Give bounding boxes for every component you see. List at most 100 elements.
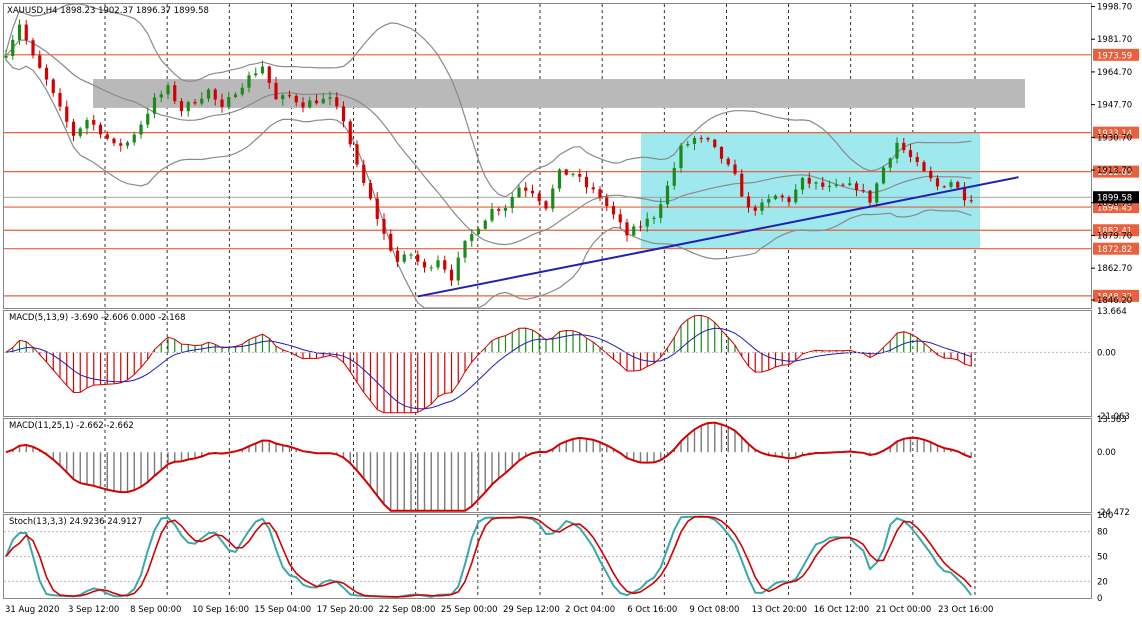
candle-body xyxy=(740,173,744,197)
candle-body xyxy=(78,128,82,136)
candle-body xyxy=(31,40,35,56)
macd1-line xyxy=(5,314,972,414)
candle-body xyxy=(956,182,960,188)
candle-body xyxy=(314,100,319,104)
level-price-tag xyxy=(1093,201,1139,214)
candle-body xyxy=(4,55,8,58)
candle-body xyxy=(645,218,649,227)
level-price-tag xyxy=(1093,224,1139,237)
candle-body xyxy=(328,97,332,99)
x-tick-label: 31 Aug 2020 xyxy=(5,605,59,615)
candle-body xyxy=(564,169,568,175)
candle-body xyxy=(787,197,791,203)
candle-body xyxy=(206,89,211,99)
stoch-y-tick-label: 80 xyxy=(1097,528,1108,538)
candle-body xyxy=(591,187,595,190)
resistance-zone xyxy=(93,79,1025,108)
stoch-y-tick-label: 20 xyxy=(1097,577,1108,587)
candle-body xyxy=(119,143,123,146)
candle-body xyxy=(456,257,460,281)
candle-body xyxy=(706,138,710,140)
candle-body xyxy=(510,197,514,209)
candle-body xyxy=(375,198,379,220)
candle-body xyxy=(807,177,811,184)
candle-body xyxy=(476,228,481,235)
level-price-label: 1882.41 xyxy=(1097,227,1132,237)
level-price-label: 1872.82 xyxy=(1097,245,1132,255)
x-tick-label: 6 Oct 16:00 xyxy=(627,605,677,615)
candle-body xyxy=(875,183,879,203)
candle-body xyxy=(443,260,447,270)
y-tick-label: 1862.70 xyxy=(1097,264,1132,274)
macd1-signal-line xyxy=(5,327,972,410)
y-tick-label: 1930.70 xyxy=(1097,133,1132,143)
candle-body xyxy=(632,226,636,236)
macd1-y-tick-label: 0.00 xyxy=(1097,348,1116,358)
candle-body xyxy=(848,183,852,186)
candle-body xyxy=(949,182,953,187)
candle-body xyxy=(348,121,352,145)
candle-body xyxy=(281,95,285,100)
candle-body xyxy=(240,87,244,95)
x-tick-label: 10 Sep 16:00 xyxy=(192,605,249,615)
candle-body xyxy=(517,187,521,198)
candle-body xyxy=(132,134,136,143)
candle-body xyxy=(780,195,784,198)
stoch-signal-line xyxy=(5,515,972,598)
candle-body xyxy=(557,169,562,189)
candle-body xyxy=(233,94,238,98)
candle-body xyxy=(92,119,96,125)
x-tick-label: 22 Sep 08:00 xyxy=(379,605,436,615)
y-tick-label: 1998.70 xyxy=(1097,3,1132,13)
candle-body xyxy=(902,142,906,151)
candle-body xyxy=(362,164,366,183)
level-price-tag xyxy=(1093,289,1139,302)
candle-body xyxy=(200,98,204,104)
x-tick-label: 25 Sep 00:00 xyxy=(441,605,498,615)
x-tick-label: 9 Oct 08:00 xyxy=(689,605,739,615)
stoch-y-tick-label: 0 xyxy=(1097,594,1102,604)
candle-body xyxy=(571,173,575,175)
candle-body xyxy=(841,184,845,186)
candle-body xyxy=(895,142,899,159)
stoch-header: Stoch(13,3,3) 24.9236 24.9127 xyxy=(9,517,142,527)
candle-body xyxy=(922,162,926,171)
level-price-label: 1848.32 xyxy=(1097,292,1132,302)
bollinger-upper xyxy=(5,3,972,198)
candle-body xyxy=(186,102,190,112)
y-tick-label: 1947.70 xyxy=(1097,101,1132,111)
candle-body xyxy=(11,39,15,56)
candle-body xyxy=(409,254,413,256)
candle-body xyxy=(672,167,676,186)
candle-body xyxy=(800,177,805,190)
level-price-label: 1894.45 xyxy=(1097,204,1132,214)
macd2-pane-frame xyxy=(3,418,1092,513)
candle-body xyxy=(24,24,28,41)
macd1-header: MACD(5,13,9) -3.690 -2.606 0.000 -2.168 xyxy=(9,313,186,323)
candle-body xyxy=(929,170,933,179)
candle-body xyxy=(85,119,89,129)
candle-body xyxy=(341,106,346,122)
candle-body xyxy=(942,186,946,188)
candle-body xyxy=(287,95,292,97)
candle-body xyxy=(173,85,177,102)
candle-body xyxy=(146,113,150,125)
candle-body xyxy=(335,97,339,107)
candle-body xyxy=(969,200,973,202)
x-tick-label: 17 Sep 20:00 xyxy=(317,605,374,615)
candle-body xyxy=(726,158,730,165)
level-price-label: 1912.89 xyxy=(1097,168,1132,178)
macd2-signal-line xyxy=(5,421,972,512)
candle-body xyxy=(436,260,440,268)
candle-body xyxy=(193,102,197,104)
level-price-label: 1973.59 xyxy=(1097,51,1132,61)
level-price-tag xyxy=(1093,242,1139,255)
candle-body xyxy=(618,214,622,223)
candle-body xyxy=(71,121,76,136)
candle-body xyxy=(17,24,22,40)
candle-body xyxy=(247,75,251,88)
x-tick-label: 15 Sep 04:00 xyxy=(254,605,311,615)
x-tick-label: 8 Sep 00:00 xyxy=(130,605,181,615)
candle-body xyxy=(220,99,224,107)
